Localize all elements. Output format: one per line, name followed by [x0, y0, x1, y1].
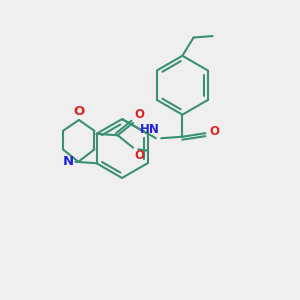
Text: N: N — [63, 155, 74, 168]
Text: O: O — [73, 105, 85, 118]
Text: HN: HN — [140, 123, 160, 136]
Text: O: O — [209, 125, 219, 138]
Text: O: O — [135, 149, 145, 162]
Text: O: O — [134, 108, 145, 121]
